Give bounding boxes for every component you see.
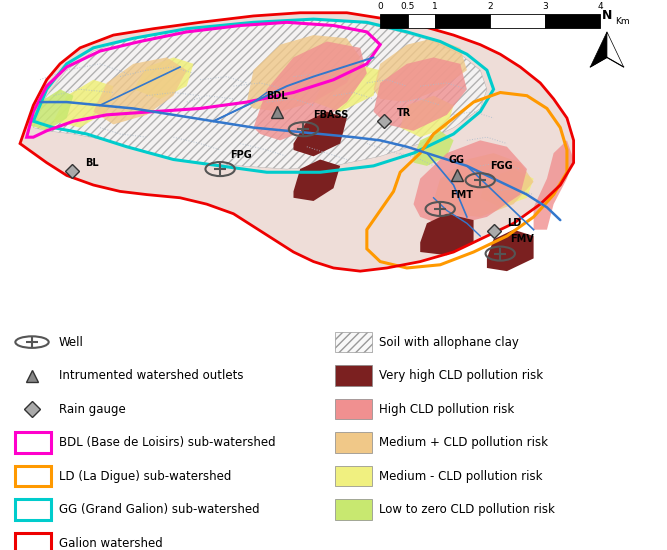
Polygon shape xyxy=(420,214,474,255)
Text: GG: GG xyxy=(449,155,465,164)
Text: Galion watershed: Galion watershed xyxy=(59,537,163,549)
Text: FMV: FMV xyxy=(510,234,534,244)
Polygon shape xyxy=(27,89,73,131)
Text: 2: 2 xyxy=(488,2,493,11)
Text: FBASS: FBASS xyxy=(313,110,349,120)
Text: 1: 1 xyxy=(432,2,438,11)
Text: FGG: FGG xyxy=(490,161,513,171)
Text: 3: 3 xyxy=(542,2,548,11)
Text: BDL: BDL xyxy=(266,91,287,101)
Bar xyxy=(335,499,372,520)
Text: TR: TR xyxy=(397,108,411,118)
Polygon shape xyxy=(33,19,487,169)
Text: LD: LD xyxy=(507,218,521,228)
Bar xyxy=(15,532,51,550)
Text: GG (Grand Galion) sub-watershed: GG (Grand Galion) sub-watershed xyxy=(59,503,259,516)
Text: High CLD pollution risk: High CLD pollution risk xyxy=(379,403,514,416)
Bar xyxy=(408,14,435,28)
Text: BL: BL xyxy=(85,158,99,168)
Polygon shape xyxy=(313,64,380,112)
Bar xyxy=(435,14,490,28)
Bar xyxy=(335,432,372,453)
Text: Very high CLD pollution risk: Very high CLD pollution risk xyxy=(379,369,543,382)
Bar xyxy=(335,365,372,386)
Polygon shape xyxy=(607,32,624,67)
Polygon shape xyxy=(480,169,534,207)
Text: LD (La Digue) sub-watershed: LD (La Digue) sub-watershed xyxy=(59,470,231,482)
Polygon shape xyxy=(93,57,187,124)
Text: Low to zero CLD pollution risk: Low to zero CLD pollution risk xyxy=(379,503,555,516)
Polygon shape xyxy=(247,35,360,112)
Polygon shape xyxy=(20,13,574,271)
Polygon shape xyxy=(133,57,193,99)
Bar xyxy=(380,14,408,28)
Polygon shape xyxy=(253,41,367,140)
Bar xyxy=(335,332,372,353)
Text: BDL (Base de Loisirs) sub-watershed: BDL (Base de Loisirs) sub-watershed xyxy=(59,436,275,449)
Text: N: N xyxy=(602,9,612,23)
Polygon shape xyxy=(53,80,113,128)
Bar xyxy=(335,399,372,420)
Polygon shape xyxy=(374,57,467,131)
Bar xyxy=(15,499,51,520)
Polygon shape xyxy=(374,39,467,102)
Polygon shape xyxy=(414,131,454,166)
Polygon shape xyxy=(487,230,534,271)
Text: FPG: FPG xyxy=(230,150,252,160)
Polygon shape xyxy=(590,32,607,67)
Polygon shape xyxy=(293,112,347,156)
Text: Intrumented watershed outlets: Intrumented watershed outlets xyxy=(59,369,243,382)
Polygon shape xyxy=(293,160,340,201)
Text: Medium + CLD pollution risk: Medium + CLD pollution risk xyxy=(379,436,548,449)
Bar xyxy=(335,466,372,486)
Bar xyxy=(545,14,600,28)
Text: FMT: FMT xyxy=(450,190,473,200)
Polygon shape xyxy=(434,153,534,217)
Bar xyxy=(15,466,51,487)
Text: Medium - CLD pollution risk: Medium - CLD pollution risk xyxy=(379,470,542,482)
Polygon shape xyxy=(534,140,574,230)
Text: 0.5: 0.5 xyxy=(400,2,415,11)
Text: Well: Well xyxy=(59,336,83,349)
Polygon shape xyxy=(400,96,454,137)
Text: Soil with allophane clay: Soil with allophane clay xyxy=(379,336,519,349)
Text: 4: 4 xyxy=(598,2,603,11)
Bar xyxy=(15,432,51,453)
Text: Km: Km xyxy=(615,16,630,25)
Text: 0: 0 xyxy=(378,2,383,11)
Text: Rain gauge: Rain gauge xyxy=(59,403,125,416)
Bar xyxy=(490,14,545,28)
Polygon shape xyxy=(414,140,527,227)
